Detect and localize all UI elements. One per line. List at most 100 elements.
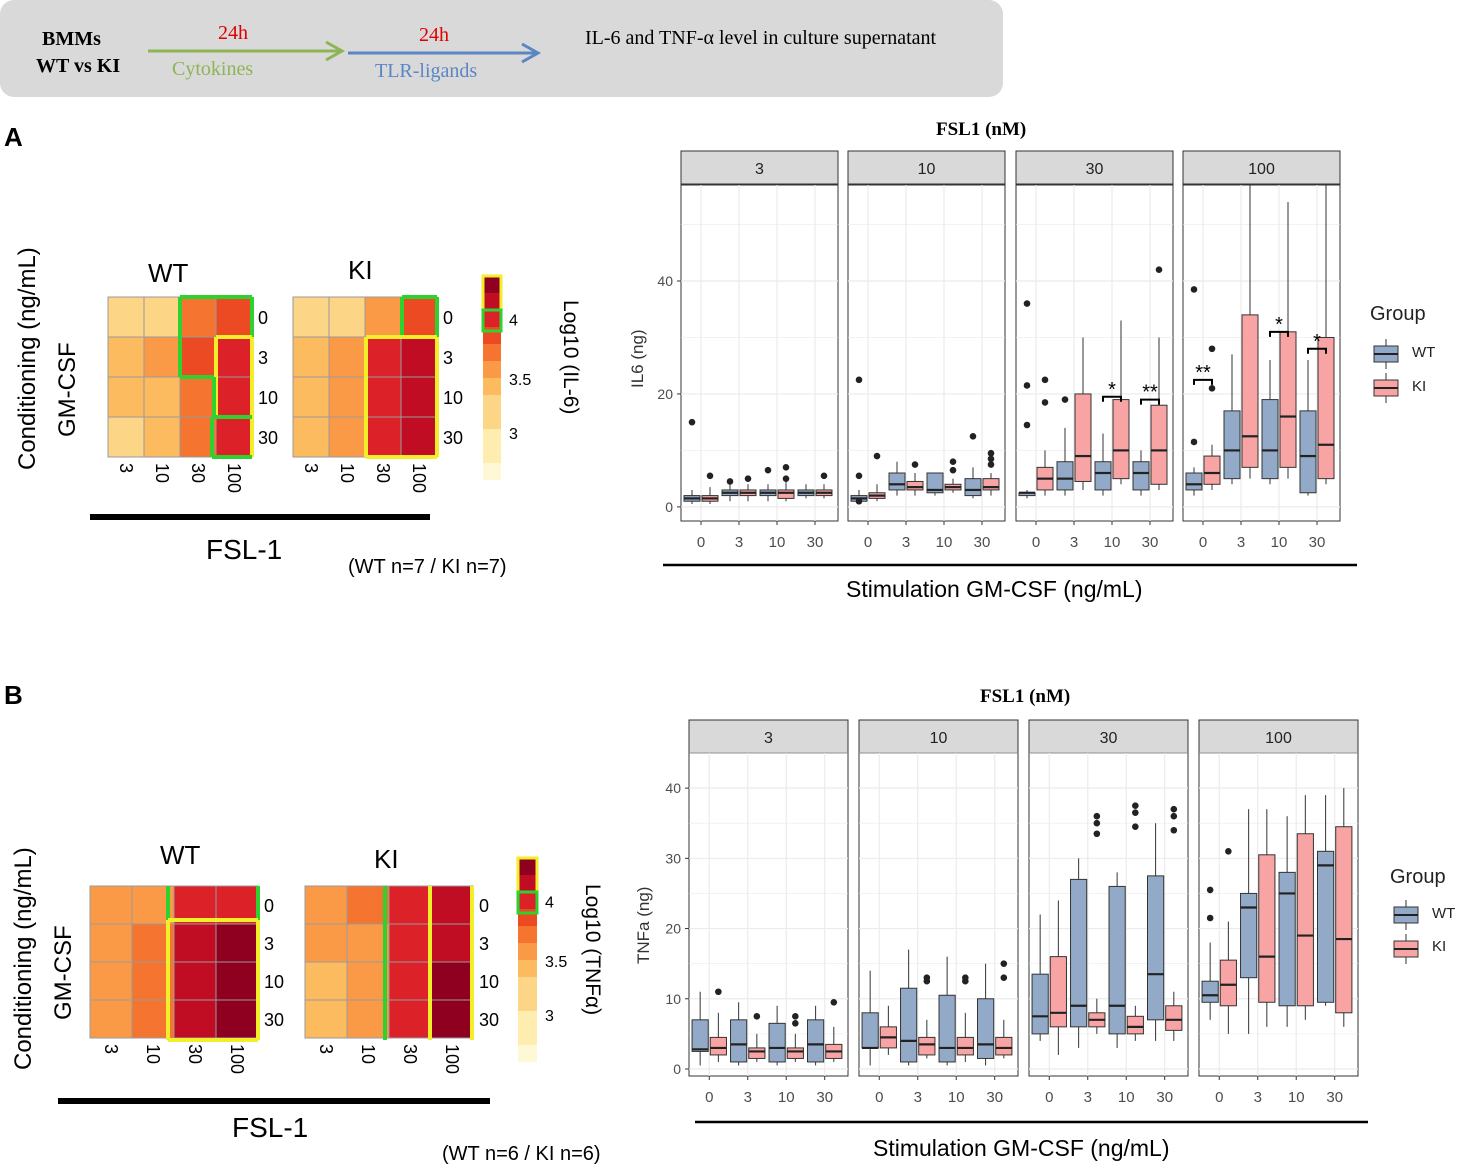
heatmap-row-label: 30 xyxy=(479,1010,499,1030)
banner-step1-label: Cytokines xyxy=(172,58,254,80)
heatmap-cell-0-3-0 xyxy=(89,999,133,1039)
boxplot-b-title: FSL1 (nM) xyxy=(980,686,1071,707)
x-tick-label: 3 xyxy=(735,534,743,551)
boxplot-a-legend-title: Group xyxy=(1370,303,1426,325)
facet-strip xyxy=(1015,150,1174,185)
heatmap-legend-swatch xyxy=(518,892,537,909)
significance-bracket xyxy=(1102,395,1122,402)
x-tick-label: 3 xyxy=(1254,1089,1262,1106)
heatmap-legend-swatch xyxy=(483,446,501,463)
box-ki xyxy=(1074,393,1092,482)
box-wt xyxy=(1070,878,1088,1028)
heatmap-row-label: 3 xyxy=(258,348,268,368)
y-tick-label: 40 xyxy=(657,273,673,289)
outlier-point xyxy=(1023,382,1031,389)
outlier-point xyxy=(1208,384,1216,392)
facet-strip-label: 30 xyxy=(1100,730,1118,747)
heatmap-cell-0-0-0 xyxy=(89,885,133,925)
heatmap-legend-swatch xyxy=(518,1011,537,1028)
heatmap-cell-1-1-3 xyxy=(430,923,474,963)
box-wt xyxy=(1108,885,1126,1035)
heatmap-legend-tick: 4 xyxy=(545,894,554,911)
heatmap-legend-swatch xyxy=(483,463,501,480)
outlier-point xyxy=(1170,826,1178,834)
x-tick-label: 0 xyxy=(864,534,872,551)
outlier-point xyxy=(1023,421,1031,429)
heatmap-cell-0-2-2 xyxy=(173,961,217,1001)
heatmap-row-label: 3 xyxy=(443,348,453,368)
heatmap-cell-1-1-0 xyxy=(304,923,348,963)
panel-letter-b: B xyxy=(4,680,23,710)
significance-bracket xyxy=(1140,398,1160,405)
y-tick-label: 20 xyxy=(665,921,681,937)
heatmap-row-label: 0 xyxy=(264,896,274,916)
outlier-point xyxy=(1155,266,1163,274)
heatmap-legend-swatch xyxy=(518,858,537,875)
facet-strip-label: 30 xyxy=(1086,161,1104,178)
heatmap-col-label: 10 xyxy=(152,463,172,483)
facet-panel xyxy=(680,184,839,522)
outlier-point xyxy=(1093,819,1101,827)
heatmap-cell-1-3-1 xyxy=(328,416,366,458)
x-tick-label: 3 xyxy=(914,1089,922,1106)
facet-strip xyxy=(858,719,1019,754)
outlier-point xyxy=(949,466,957,474)
heatmap-legend-swatch xyxy=(518,1045,537,1062)
heatmap-cell-0-0-2 xyxy=(173,885,217,925)
heatmap-cell-0-3-3 xyxy=(215,999,259,1039)
outlier-point xyxy=(715,988,722,996)
outlier-point xyxy=(1190,438,1198,446)
heatmap-legend-green xyxy=(481,308,503,333)
outlier-point xyxy=(911,461,919,468)
heatmap-cell-0-1-2 xyxy=(173,923,217,963)
heatmap-row-label: 10 xyxy=(443,388,463,408)
outlier-point xyxy=(753,1013,761,1020)
box-ki xyxy=(1335,826,1353,1014)
x-tick-label: 0 xyxy=(1045,1089,1053,1106)
outlier-point xyxy=(1206,914,1214,922)
box-wt xyxy=(964,478,982,497)
facet-panel xyxy=(847,184,1006,522)
banner-step2-label: TLR-ligands xyxy=(375,60,478,82)
outlier-point xyxy=(923,977,931,985)
heatmap-row-label: 0 xyxy=(258,308,268,328)
box-wt xyxy=(730,1019,748,1063)
heatmap-cell-1-1-1 xyxy=(328,336,366,378)
panel-letter-a: A xyxy=(4,122,23,152)
x-tick-label: 3 xyxy=(744,1089,752,1106)
heatmap-col-label: 10 xyxy=(337,463,357,483)
box-ki xyxy=(918,1036,936,1056)
box-wt xyxy=(1240,892,1258,979)
heatmap-cell-0-1-0 xyxy=(89,923,133,963)
outlier-point xyxy=(1132,809,1139,816)
heatmap-col-label: 30 xyxy=(373,463,393,483)
heatmap-cell-1-1-0 xyxy=(292,336,330,378)
box-ki xyxy=(906,480,924,491)
facet-strip-label: 100 xyxy=(1265,730,1292,747)
box-wt xyxy=(1056,461,1074,491)
outlier-point xyxy=(1061,396,1069,403)
box-ki xyxy=(995,1036,1013,1056)
heatmap-legend-swatch xyxy=(483,395,501,412)
facet-strip-label: 10 xyxy=(918,161,936,178)
outlier-point xyxy=(1190,286,1198,293)
heatmap-legend-tick: 3 xyxy=(545,1008,554,1025)
outlier-point xyxy=(782,464,790,471)
boxplot-b-legend-ki: KI xyxy=(1432,938,1447,955)
outlier-point xyxy=(855,497,863,505)
heatmap-cell-1-0-2 xyxy=(364,296,402,338)
outlier-point xyxy=(1132,823,1139,831)
outlier-point xyxy=(855,472,863,480)
outlier-point xyxy=(1023,300,1031,307)
heatmap-cell-0-1-3 xyxy=(215,923,259,963)
heatmap-cell-0-2-2 xyxy=(179,376,217,418)
heatmap-cell-0-2-0 xyxy=(89,961,133,1001)
x-tick-label: 0 xyxy=(705,1089,713,1106)
outlier-point xyxy=(855,376,863,384)
box-wt xyxy=(1299,410,1317,494)
box-wt xyxy=(691,1019,709,1052)
box-ki xyxy=(748,1047,766,1059)
significance-bracket xyxy=(1193,378,1213,385)
heatmap-row-label: 10 xyxy=(264,972,284,992)
banner-cells-line1: BMMs xyxy=(42,28,101,50)
